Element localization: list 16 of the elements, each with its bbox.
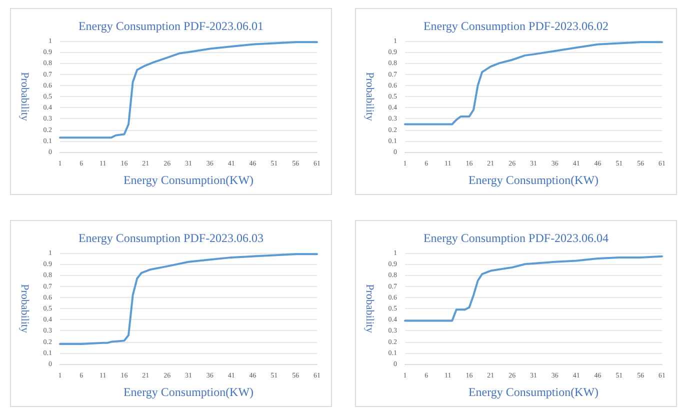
line-series <box>404 41 663 126</box>
chart-title: Energy Consumption PDF-2023.06.04 <box>423 231 609 245</box>
y-axis-title: Probability <box>364 72 376 122</box>
y-axis-title: Probability <box>18 72 30 122</box>
chart-title: Energy Consumption PDF-2023.06.02 <box>423 19 609 33</box>
line-series <box>404 255 663 322</box>
x-axis-title: Energy Consumption(KW) <box>468 173 599 187</box>
x-axis-title: Energy Consumption(KW) <box>123 385 254 399</box>
chart-title: Energy Consumption PDF-2023.06.01 <box>78 19 264 33</box>
x-axis-title: Energy Consumption(KW) <box>123 173 254 187</box>
y-axis-title: Probability <box>18 284 30 334</box>
line-series <box>59 253 318 346</box>
x-axis-title: Energy Consumption(KW) <box>468 385 599 399</box>
chart-title: Energy Consumption PDF-2023.06.03 <box>78 231 264 245</box>
line-series <box>59 41 318 139</box>
y-axis-title: Probability <box>364 284 376 334</box>
